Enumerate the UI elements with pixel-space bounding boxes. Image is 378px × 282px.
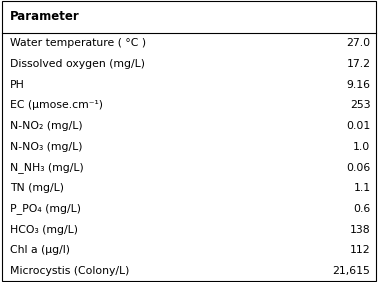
Text: Chl a (μg/l): Chl a (μg/l) (10, 245, 70, 255)
Text: TN (mg/L): TN (mg/L) (10, 183, 64, 193)
Text: 9.16: 9.16 (347, 80, 370, 90)
Text: 0.6: 0.6 (353, 204, 370, 214)
Text: N-NO₃ (mg/L): N-NO₃ (mg/L) (10, 142, 83, 152)
Text: 0.06: 0.06 (346, 162, 370, 173)
Text: Parameter: Parameter (10, 10, 80, 23)
Text: 112: 112 (350, 245, 370, 255)
Text: N-NO₂ (mg/L): N-NO₂ (mg/L) (10, 121, 83, 131)
Text: Dissolved oxygen (mg/L): Dissolved oxygen (mg/L) (10, 59, 145, 69)
Text: 21,615: 21,615 (333, 266, 370, 276)
Text: P_PO₄ (mg/L): P_PO₄ (mg/L) (10, 204, 81, 214)
Text: HCO₃ (mg/L): HCO₃ (mg/L) (10, 225, 78, 235)
Text: 253: 253 (350, 100, 370, 110)
Text: Water temperature ( °C ): Water temperature ( °C ) (10, 38, 146, 48)
Text: 1.0: 1.0 (353, 142, 370, 152)
Text: 0.01: 0.01 (346, 121, 370, 131)
Text: Microcystis (Colony/L): Microcystis (Colony/L) (10, 266, 130, 276)
Text: 1.1: 1.1 (353, 183, 370, 193)
Text: N_NH₃ (mg/L): N_NH₃ (mg/L) (10, 162, 84, 173)
Text: 27.0: 27.0 (346, 38, 370, 48)
Text: 17.2: 17.2 (347, 59, 370, 69)
Text: EC (μmose.cm⁻¹): EC (μmose.cm⁻¹) (10, 100, 103, 110)
Text: PH: PH (10, 80, 25, 90)
Text: 138: 138 (350, 225, 370, 235)
